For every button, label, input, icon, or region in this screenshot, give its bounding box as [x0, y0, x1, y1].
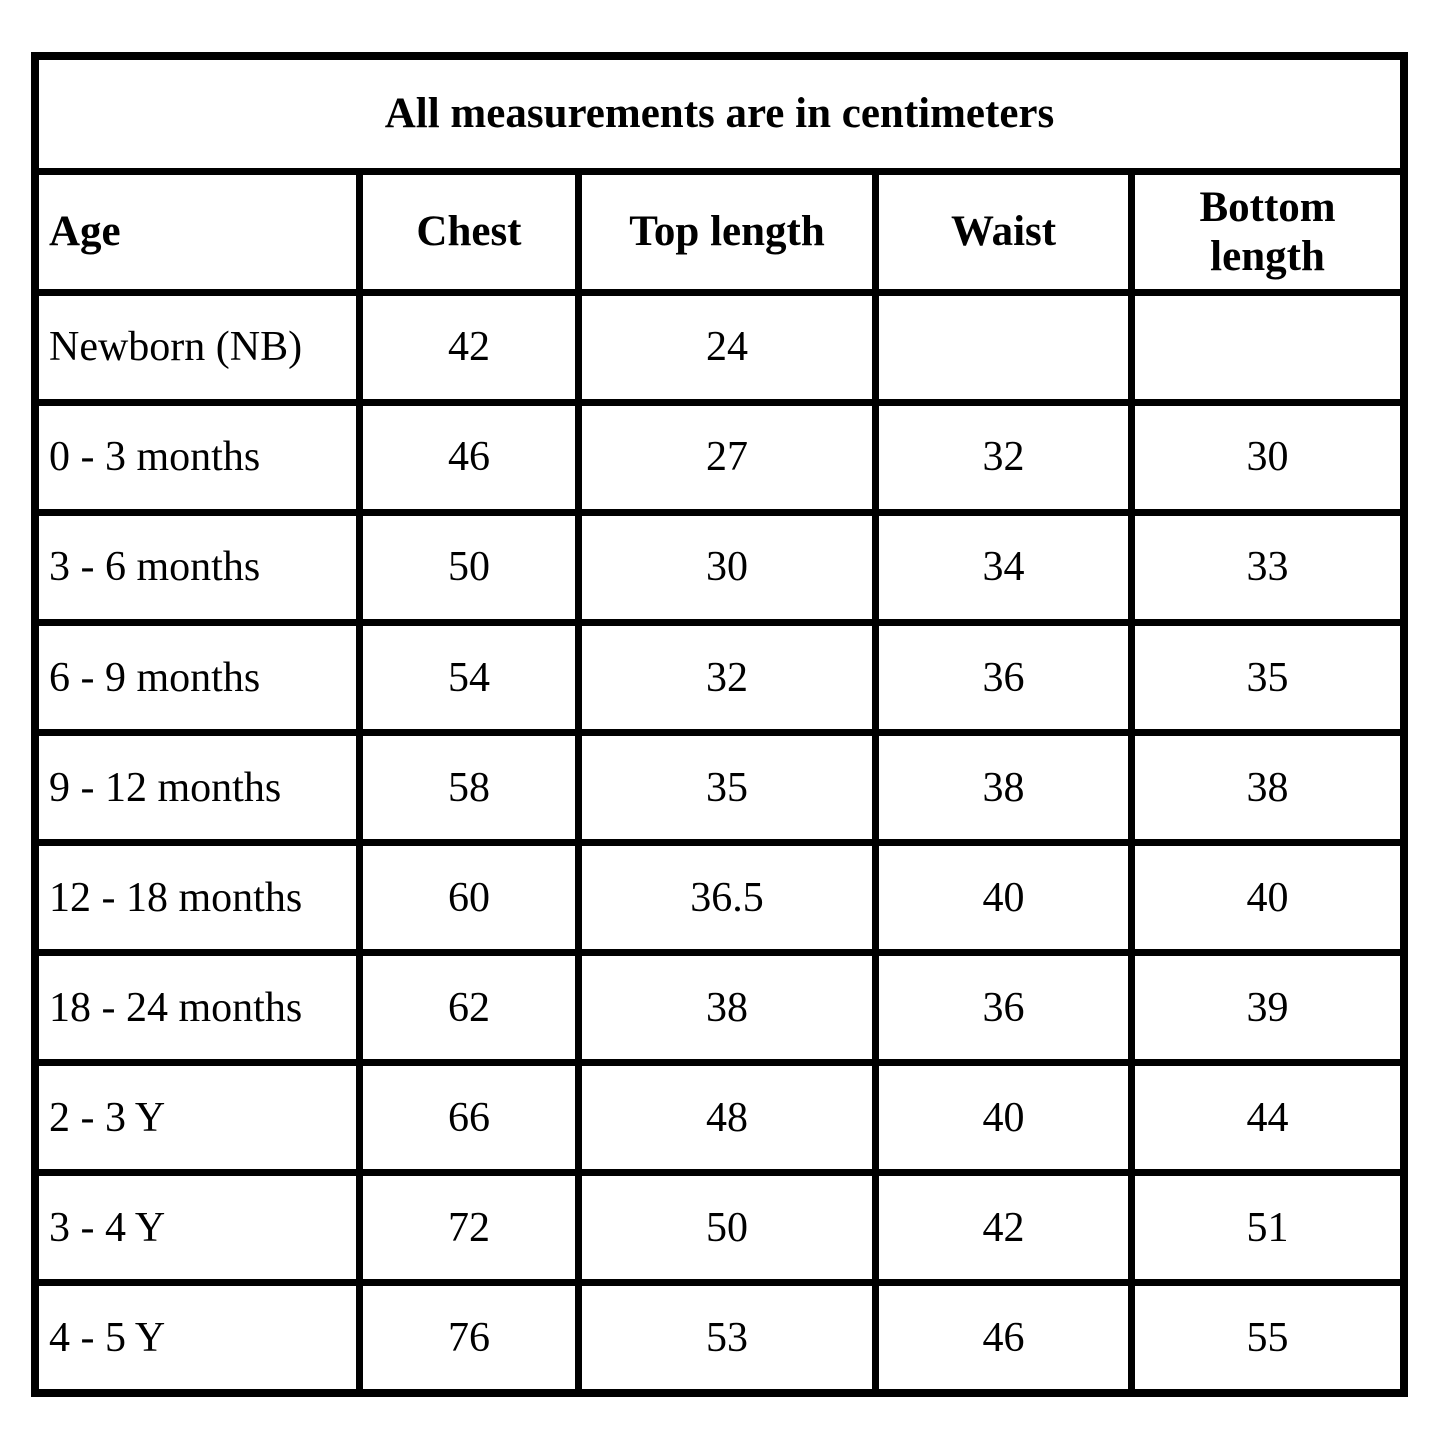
waist-cell: 40	[872, 1059, 1136, 1177]
chest-cell: 76	[355, 1279, 582, 1397]
table-row-newborn: Newborn (NB) 42 24	[31, 288, 1408, 407]
top-length-cell: 48	[574, 1059, 880, 1177]
age-cell: 3 - 6 months	[31, 509, 363, 627]
table-title-row: All measurements are in centimeters	[31, 52, 1408, 175]
top-length-cell: 36.5	[574, 839, 880, 957]
bottom-length-cell: 44	[1128, 1059, 1408, 1177]
waist-cell: 36	[872, 949, 1136, 1067]
age-cell: 3 - 4 Y	[31, 1169, 363, 1287]
table-row-3-4-y: 3 - 4 Y 72 50 42 51	[31, 1169, 1408, 1287]
table-row-9-12-months: 9 - 12 months 58 35 38 38	[31, 729, 1408, 847]
size-chart-table: All measurements are in centimeters Age …	[31, 52, 1408, 1397]
table-title: All measurements are in centimeters	[31, 52, 1408, 175]
chest-cell: 62	[355, 949, 582, 1067]
top-length-cell: 27	[574, 399, 880, 517]
chest-cell: 46	[355, 399, 582, 517]
top-length-cell: 50	[574, 1169, 880, 1287]
age-cell: 18 - 24 months	[31, 949, 363, 1067]
age-cell: 0 - 3 months	[31, 399, 363, 517]
bottom-length-cell: 40	[1128, 839, 1408, 957]
waist-cell: 46	[872, 1279, 1136, 1397]
table-header-row: Age Chest Top length Waist Bottom length	[31, 168, 1408, 296]
chest-cell: 50	[355, 509, 582, 627]
top-length-cell: 32	[574, 619, 880, 737]
bottom-length-cell: 55	[1128, 1279, 1408, 1397]
top-length-cell: 35	[574, 729, 880, 847]
table-row-3-6-months: 3 - 6 months 50 30 34 33	[31, 509, 1408, 627]
chest-cell: 54	[355, 619, 582, 737]
top-length-cell: 53	[574, 1279, 880, 1397]
waist-cell: 34	[872, 509, 1136, 627]
table-row-6-9-months: 6 - 9 months 54 32 36 35	[31, 619, 1408, 737]
chest-cell: 60	[355, 839, 582, 957]
waist-cell: 42	[872, 1169, 1136, 1287]
top-length-cell: 24	[574, 288, 880, 407]
age-cell: 12 - 18 months	[31, 839, 363, 957]
bottom-length-cell: 30	[1128, 399, 1408, 517]
waist-cell: 32	[872, 399, 1136, 517]
waist-cell	[872, 288, 1136, 407]
bottom-length-cell: 51	[1128, 1169, 1408, 1287]
chest-cell: 58	[355, 729, 582, 847]
chest-cell: 72	[355, 1169, 582, 1287]
chest-cell: 42	[355, 288, 582, 407]
waist-cell: 38	[872, 729, 1136, 847]
column-header-chest: Chest	[355, 168, 582, 296]
bottom-length-cell: 38	[1128, 729, 1408, 847]
table-row-12-18-months: 12 - 18 months 60 36.5 40 40	[31, 839, 1408, 957]
chest-cell: 66	[355, 1059, 582, 1177]
age-cell: 6 - 9 months	[31, 619, 363, 737]
column-header-age: Age	[31, 168, 363, 296]
bottom-length-cell: 33	[1128, 509, 1408, 627]
waist-cell: 36	[872, 619, 1136, 737]
table-row-4-5-y: 4 - 5 Y 76 53 46 55	[31, 1279, 1408, 1397]
column-header-waist: Waist	[872, 168, 1136, 296]
bottom-length-cell: 35	[1128, 619, 1408, 737]
age-cell: 2 - 3 Y	[31, 1059, 363, 1177]
top-length-cell: 30	[574, 509, 880, 627]
waist-cell: 40	[872, 839, 1136, 957]
table-row-18-24-months: 18 - 24 months 62 38 36 39	[31, 949, 1408, 1067]
age-cell: 4 - 5 Y	[31, 1279, 363, 1397]
age-cell: 9 - 12 months	[31, 729, 363, 847]
bottom-length-cell	[1128, 288, 1408, 407]
age-cell: Newborn (NB)	[31, 288, 363, 407]
table-row-0-3-months: 0 - 3 months 46 27 32 30	[31, 399, 1408, 517]
table-row-2-3-y: 2 - 3 Y 66 48 40 44	[31, 1059, 1408, 1177]
column-header-bottom-length: Bottom length	[1128, 168, 1408, 296]
column-header-top-length: Top length	[574, 168, 880, 296]
bottom-length-cell: 39	[1128, 949, 1408, 1067]
top-length-cell: 38	[574, 949, 880, 1067]
